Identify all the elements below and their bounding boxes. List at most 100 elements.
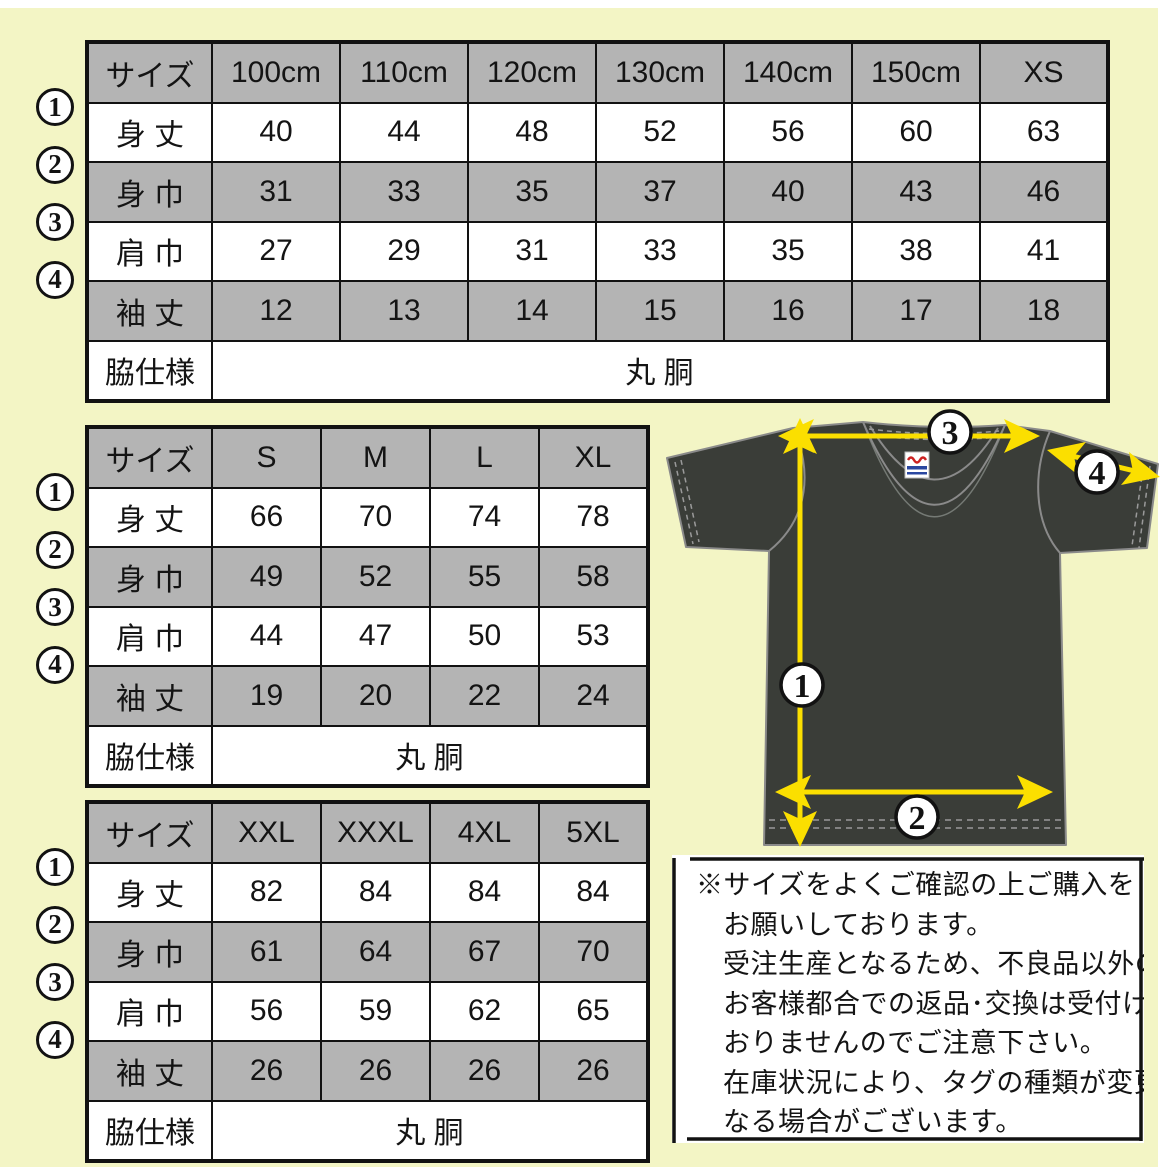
size-value: 12 (211, 280, 341, 342)
size-value: 84 (538, 861, 649, 923)
size-value: 26 (538, 1040, 649, 1102)
size-value: 35 (467, 161, 597, 223)
size-value: 33 (339, 161, 469, 223)
size-value: 60 (851, 101, 981, 163)
size-value: 67 (429, 921, 540, 983)
table-row: 肩 巾 27 29 31 33 35 38 41 (86, 220, 1109, 282)
size-value: 14 (467, 280, 597, 342)
size-value: 50 (429, 605, 540, 667)
size-value: 84 (320, 861, 431, 923)
size-value: 52 (595, 101, 725, 163)
row-label: 身 巾 (86, 161, 213, 223)
row-number-badge: 2 (36, 145, 74, 184)
size-value: 27 (211, 220, 341, 282)
row-number-badge: 3 (36, 203, 74, 242)
column-header: S (211, 426, 322, 489)
size-value: 20 (320, 665, 431, 727)
size-value: 78 (538, 486, 649, 548)
note-line: おりませんのでご注意下さい。 (723, 1028, 1108, 1058)
row-label: 袖 丈 (86, 665, 213, 727)
purchase-note-text: ※サイズをよくご確認の上ご購入を お願いしております。 受注生産となるため、不良品以… (696, 866, 1144, 1143)
size-value: 19 (211, 665, 322, 727)
row-number-badge: 4 (36, 645, 74, 684)
purchase-note-box: ※サイズをよくご確認の上ご購入を お願いしております。 受注生産となるため、不良品以… (672, 855, 1144, 1143)
size-value: 70 (538, 921, 649, 983)
size-value: 56 (723, 101, 853, 163)
note-line: お願いしております。 (723, 909, 994, 940)
footer-label: 脇仕様 (86, 1099, 213, 1162)
size-label-header: サイズ (86, 41, 213, 104)
row-number-badge: 2 (36, 530, 74, 569)
size-value: 61 (211, 921, 322, 983)
neck-tag (904, 451, 930, 479)
size-value: 22 (429, 665, 540, 727)
table-row: 身 巾 49 52 55 58 (86, 546, 649, 608)
column-header: 4XL (429, 801, 540, 864)
table-row: 身 巾 61 64 67 70 (86, 921, 649, 983)
right-armhole-seam (1037, 430, 1061, 554)
table-row: 袖 丈 26 26 26 26 (86, 1040, 649, 1102)
row-label: 肩 巾 (86, 220, 213, 282)
table-row: 身 丈 66 70 74 78 (86, 486, 649, 548)
size-label-header: サイズ (86, 801, 213, 864)
arrow-body-width (775, 775, 1053, 809)
size-value: 56 (211, 980, 322, 1042)
size-value: 31 (211, 161, 341, 223)
row-number-badge: 2 (36, 905, 74, 944)
table-row: 袖 丈 12 13 14 15 16 17 18 (86, 280, 1109, 342)
size-value: 26 (429, 1040, 540, 1102)
table-row: 肩 巾 44 47 50 53 (86, 605, 649, 667)
measure-badge-2: 2 (894, 794, 940, 840)
size-value: 52 (320, 546, 431, 608)
size-value: 53 (538, 605, 649, 667)
size-value: 63 (979, 101, 1109, 163)
size-value: 46 (979, 161, 1109, 223)
size-value: 40 (723, 161, 853, 223)
size-value: 26 (320, 1040, 431, 1102)
row-label: 袖 丈 (86, 1040, 213, 1102)
left-sleeve-stitch (680, 459, 700, 543)
column-header: 100cm (211, 41, 341, 104)
size-value: 13 (339, 280, 469, 342)
left-sleeve-stitch (674, 461, 694, 545)
measure-badge-4: 4 (1074, 449, 1120, 495)
size-value: 49 (211, 546, 322, 608)
arrow-body-length (783, 418, 817, 847)
measure-badge-4-label: 4 (1089, 455, 1106, 492)
right-sleeve-stitch (1131, 467, 1144, 547)
size-value: 65 (538, 980, 649, 1042)
row-label: 肩 巾 (86, 980, 213, 1042)
column-header: XXXL (320, 801, 431, 864)
column-header: M (320, 426, 431, 489)
size-value: 70 (320, 486, 431, 548)
size-value: 37 (595, 161, 725, 223)
size-value: 43 (851, 161, 981, 223)
size-value: 24 (538, 665, 649, 727)
row-number-badge: 3 (36, 963, 74, 1002)
size-value: 16 (723, 280, 853, 342)
column-header: 140cm (723, 41, 853, 104)
row-number-badge: 1 (36, 848, 74, 887)
column-header: 5XL (538, 801, 649, 864)
size-table: サイズ S M L XL 身 丈 66 70 74 78 身 巾 49 52 55 58 肩 巾 44 47 50 5… (85, 425, 650, 788)
size-value: 41 (979, 220, 1109, 282)
size-table: サイズ XXL XXXL 4XL 5XL 身 丈 82 84 84 84 身 巾 61 64 67 70 肩 … (85, 800, 650, 1163)
size-value: 74 (429, 486, 540, 548)
size-value: 44 (211, 605, 322, 667)
measure-badge-1-label: 1 (794, 668, 811, 705)
column-header: 150cm (851, 41, 981, 104)
table-row: 肩 巾 56 59 62 65 (86, 980, 649, 1042)
size-table-kids: サイズ 100cm 110cm 120cm 130cm 140cm 150cm XS 身 丈 40… (36, 40, 1110, 403)
column-header: L (429, 426, 540, 489)
table-row: 身 丈 40 44 48 52 56 60 63 (86, 101, 1109, 163)
size-value: 66 (211, 486, 322, 548)
size-value: 48 (467, 101, 597, 163)
column-header: 130cm (595, 41, 725, 104)
size-value: 82 (211, 861, 322, 923)
size-value: 15 (595, 280, 725, 342)
footer-value: 丸 胴 (211, 1099, 649, 1162)
size-value: 59 (320, 980, 431, 1042)
size-value: 47 (320, 605, 431, 667)
measure-badge-1: 1 (779, 662, 825, 708)
column-header: 120cm (467, 41, 597, 104)
